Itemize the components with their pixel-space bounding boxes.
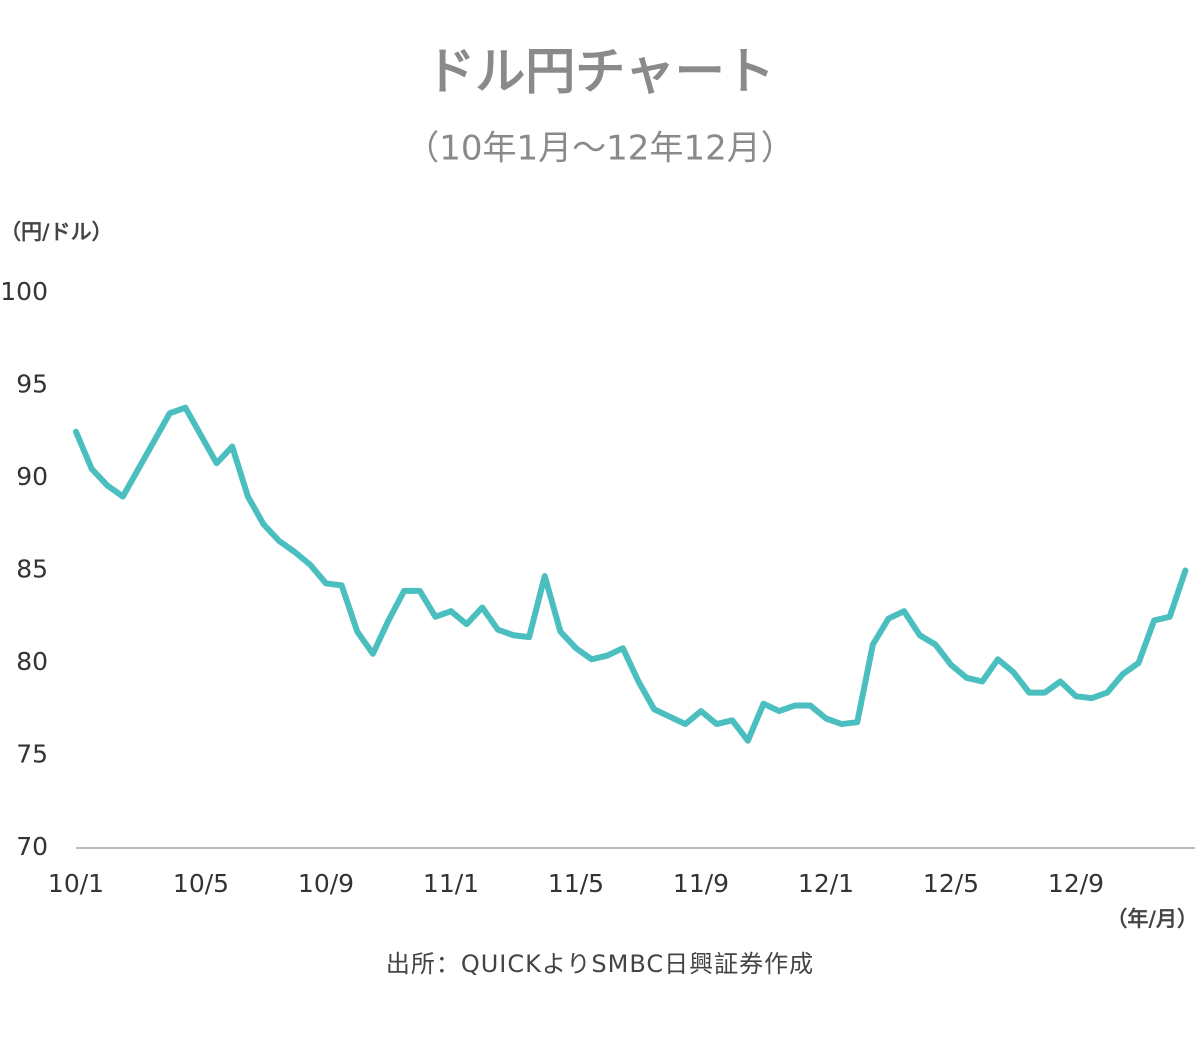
y-tick-label: 90 [16,462,48,491]
line-series [73,404,1189,744]
chart-title: ドル円チャート [425,43,775,101]
chart-subtitle: （10年1月～12年12月） [405,129,794,169]
y-tick-label: 95 [16,370,48,399]
x-tick-label: 10/5 [173,869,229,898]
y-tick-label: 85 [16,555,48,584]
y-axis-label: （円/ドル） [0,220,113,244]
x-tick-label: 11/1 [423,869,479,898]
x-tick-label: 12/5 [923,869,979,898]
x-tick-label: 11/9 [673,869,729,898]
y-tick-label: 70 [16,832,48,861]
x-tick-label: 10/1 [48,869,104,898]
x-tick-label: 12/9 [1048,869,1104,898]
x-tick-label: 11/5 [548,869,604,898]
y-tick-label: 80 [16,647,48,676]
y-tick-label: 75 [16,740,48,769]
source-note: 出所：QUICKよりSMBC日興証券作成 [386,950,814,978]
y-tick-label: 100 [0,277,48,306]
x-tick-label: 10/9 [298,869,354,898]
x-axis-label: （年/月） [1106,907,1198,931]
x-tick-label: 12/1 [798,869,854,898]
